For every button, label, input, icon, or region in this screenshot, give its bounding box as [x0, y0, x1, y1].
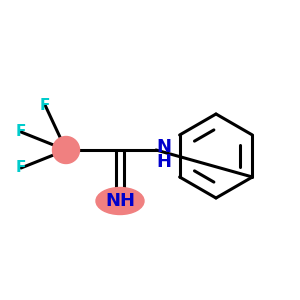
Text: F: F	[16, 124, 26, 140]
Text: H: H	[156, 153, 171, 171]
Text: NH: NH	[105, 192, 135, 210]
Ellipse shape	[96, 188, 144, 214]
Text: F: F	[16, 160, 26, 175]
Text: N: N	[156, 138, 171, 156]
Text: F: F	[40, 98, 50, 112]
Circle shape	[52, 136, 80, 164]
